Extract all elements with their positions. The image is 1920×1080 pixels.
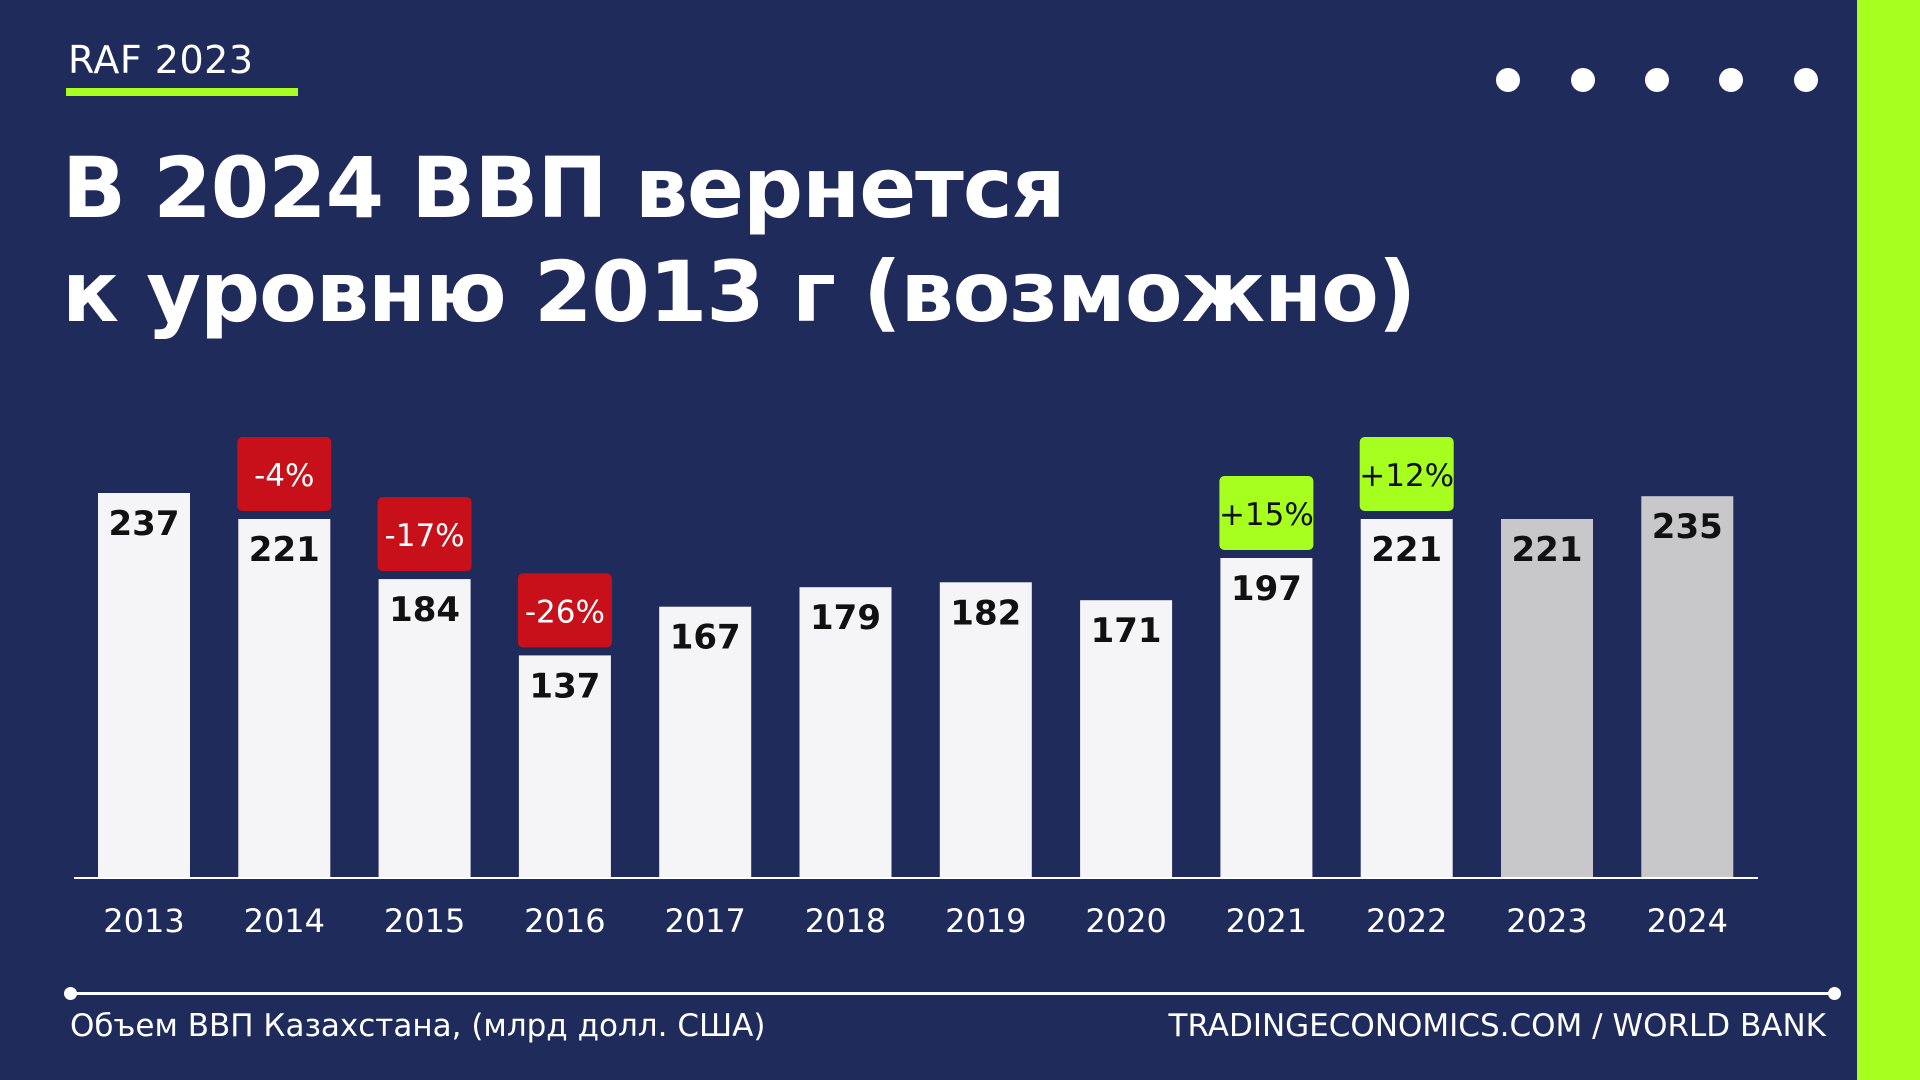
change-badge-text: +12%: [1359, 458, 1454, 494]
data-label-2014: 221: [249, 530, 320, 570]
data-label-2017: 167: [670, 618, 741, 658]
bar-2020: [1080, 600, 1173, 878]
change-badge-2014: -4%: [237, 437, 332, 511]
x-tick-label-2020: 2020: [1085, 902, 1166, 940]
change-badge-box: [1219, 476, 1314, 550]
data-label-2018: 179: [810, 598, 881, 638]
footer-divider-start-dot: [64, 987, 77, 1000]
bar-2015: [378, 579, 471, 878]
change-badge-2022: +12%: [1359, 437, 1454, 511]
x-tick-label-2019: 2019: [945, 902, 1026, 940]
x-tick-label-2021: 2021: [1226, 902, 1307, 940]
x-tick-label-2014: 2014: [244, 902, 325, 940]
page-title-line-1: В 2024 ВВП вернется: [62, 139, 1066, 237]
footer-divider-end-dot: [1828, 987, 1841, 1000]
x-tick-label-2017: 2017: [664, 902, 745, 940]
x-tick-label-2023: 2023: [1506, 902, 1587, 940]
change-badge-box: [377, 497, 472, 572]
gdp-bar-chart: 237 221 184 137 167 179 182 171 197 221 221 235 2013…: [74, 437, 1758, 940]
x-tick-label-2018: 2018: [805, 902, 886, 940]
data-label-2015: 184: [389, 590, 460, 630]
bar-2022: [1360, 519, 1453, 878]
bar-2013: [98, 493, 190, 878]
data-label-2020: 171: [1091, 611, 1162, 651]
bar-2024: [1641, 496, 1734, 878]
data-label-2022: 221: [1371, 530, 1442, 570]
bar-2018: [799, 587, 892, 878]
data-label-2013: 237: [109, 504, 180, 544]
data-label-2023: 221: [1512, 530, 1583, 570]
bar-2017: [659, 606, 752, 878]
change-badge-2021: +15%: [1219, 476, 1314, 550]
bar-2021: [1220, 558, 1313, 878]
event-tag-underline: [66, 88, 298, 96]
chart-caption: Объем ВВП Казахстана, (млрд долл. США): [70, 1008, 766, 1044]
change-badge-box: [517, 573, 612, 648]
data-label-2021: 197: [1231, 569, 1302, 609]
change-badge-box: [237, 437, 332, 511]
data-label-2016: 137: [529, 666, 600, 706]
change-badge-text: -17%: [385, 518, 465, 554]
event-tag: RAF 2023: [68, 38, 254, 82]
x-tick-label-2024: 2024: [1647, 902, 1728, 940]
data-label-2024: 235: [1652, 507, 1723, 547]
change-badge-2016: -26%: [517, 573, 612, 648]
change-badge-box: [1359, 437, 1454, 511]
change-badge-2015: -17%: [377, 497, 472, 572]
page-title-line-2: к уровню 2013 г (возможно): [62, 243, 1416, 341]
footer-divider: [72, 992, 1834, 995]
change-badge-text: +15%: [1219, 497, 1314, 533]
bar-2023: [1501, 519, 1593, 878]
x-tick-label-2016: 2016: [524, 902, 605, 940]
dot-icon: [1719, 68, 1743, 92]
dot-icon: [1571, 68, 1595, 92]
bar-2014: [238, 519, 331, 878]
data-label-2019: 182: [950, 593, 1021, 633]
change-badge-text: -4%: [254, 458, 314, 494]
source-credit: TRADINGECONOMICS.COM / WORLD BANK: [1168, 1008, 1826, 1044]
dot-icon: [1496, 68, 1520, 92]
change-badge-text: -26%: [525, 594, 605, 630]
page-title: В 2024 ВВП вернется к уровню 2013 г (воз…: [62, 136, 1416, 344]
decorative-dots: [1496, 68, 1826, 92]
bar-2016: [518, 655, 611, 878]
dot-icon: [1645, 68, 1669, 92]
x-tick-label-2013: 2013: [103, 902, 184, 940]
x-tick-label-2015: 2015: [384, 902, 465, 940]
x-tick-label-2022: 2022: [1366, 902, 1447, 940]
bar-2019: [939, 582, 1032, 878]
accent-stripe: [1857, 0, 1920, 1080]
dot-icon: [1794, 68, 1818, 92]
